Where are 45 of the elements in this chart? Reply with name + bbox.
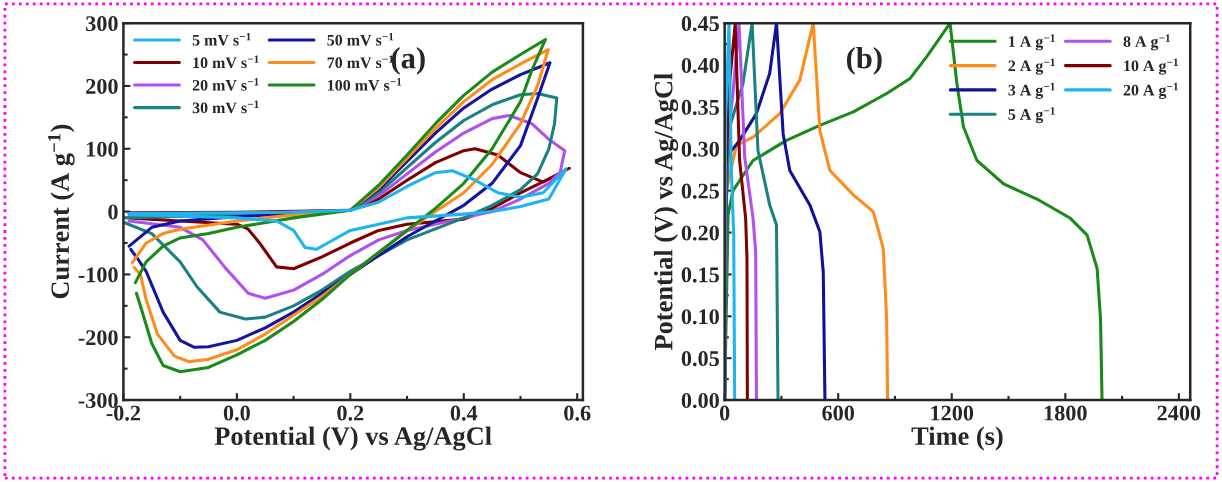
- x-tick-label: 2400: [1157, 405, 1201, 421]
- annotation: (b): [846, 46, 882, 75]
- line-series: [127, 167, 568, 251]
- x-tick-label: 1800: [1044, 405, 1087, 421]
- y-tick-label: 0.20: [681, 225, 719, 241]
- y-tick-label: 0.45: [681, 16, 719, 32]
- legend-label: 8 A g$^{−1}$: [1123, 34, 1170, 51]
- y-axis-title: Potential (V) vs Ag/AgCl: [653, 73, 679, 351]
- y-axis-title: Current (A g$^{−1}$): [48, 124, 75, 299]
- y-tick-label: 0.05: [681, 351, 719, 367]
- legend-label: 10 A g$^{−1}$: [1124, 58, 1178, 75]
- y-tick-label: 0.35: [681, 99, 719, 115]
- legend-label: 30 mV s$^{−1}$: [192, 100, 259, 114]
- legend-label: 3 A g$^{−1}$: [1008, 82, 1055, 99]
- y-tick-label: 0.00: [681, 392, 719, 409]
- legend-label: 5 A g$^{−1}$: [1008, 107, 1055, 124]
- x-tick-label: 0.0: [223, 405, 250, 421]
- x-tick-label: 0.4: [450, 405, 478, 421]
- y-tick-label: 0.40: [681, 57, 719, 74]
- x-tick-label: 0: [719, 405, 730, 421]
- y-tick-label: 200: [86, 78, 118, 94]
- legend-label: 20 A g$^{−1}$: [1123, 82, 1178, 99]
- legend-label: 20 mV s$^{−1}$: [192, 78, 259, 91]
- y-tick-label: -200: [78, 330, 118, 346]
- legend-label: 2 A g$^{−1}$: [1008, 58, 1055, 75]
- x-tick-label: 1200: [931, 405, 974, 421]
- y-tick-label: 0.10: [681, 309, 719, 325]
- x-tick-label: 600: [822, 405, 855, 421]
- legend-label: 1 A g$^{−1}$: [1009, 34, 1055, 51]
- y-tick-label: 0.30: [681, 141, 719, 157]
- annotation: (a): [391, 46, 425, 75]
- y-tick-label: 0.25: [681, 183, 719, 199]
- y-tick-label: -100: [78, 267, 118, 283]
- legend-label: 100 mV s$^{−1}$: [328, 78, 402, 91]
- legend-label: 50 mV s$^{−1}$: [327, 32, 394, 46]
- legend-label: 10 mV s$^{−1}$: [193, 55, 259, 69]
- y-tick-label: 0.15: [681, 267, 719, 283]
- x-axis-title: Time (s): [911, 426, 1003, 451]
- y-tick-label: 0: [108, 204, 118, 220]
- x-axis-title: Potential (V) vs Ag/AgCl: [214, 426, 492, 451]
- x-tick-label: 0.2: [337, 405, 364, 421]
- y-tick-label: 300: [86, 16, 118, 32]
- legend-label: 5 mV s$^{−1}$: [192, 32, 251, 46]
- y-tick-label: 100: [87, 141, 118, 157]
- x-tick-label: 0.6: [564, 405, 591, 421]
